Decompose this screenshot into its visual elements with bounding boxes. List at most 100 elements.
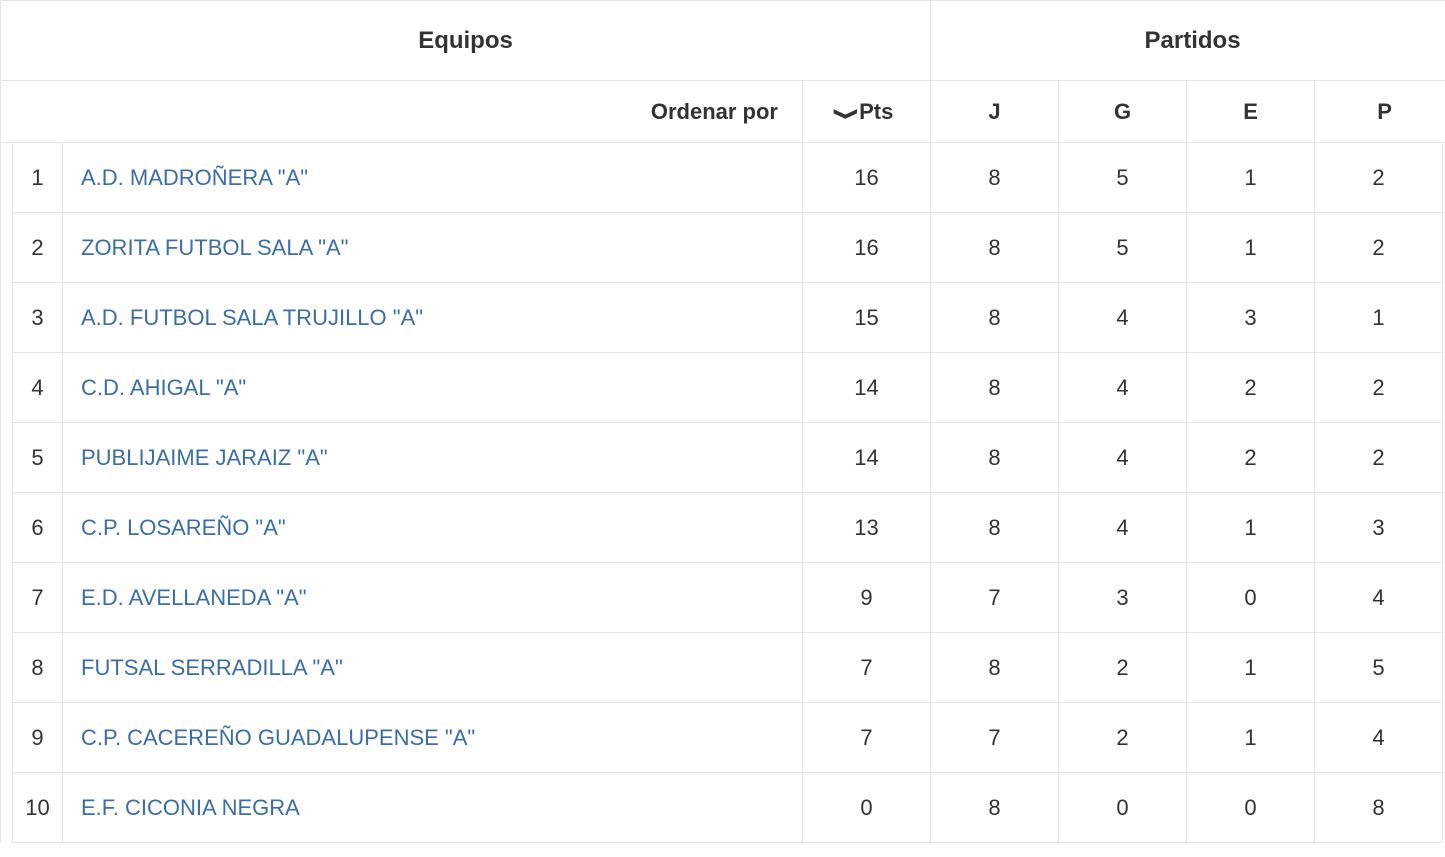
- g-cell: 4: [1059, 283, 1187, 353]
- pts-cell: 15: [803, 283, 931, 353]
- j-cell: 8: [931, 423, 1059, 493]
- edge-cell: [1, 423, 13, 493]
- p-cell: 2: [1315, 143, 1443, 213]
- table-row: 8FUTSAL SERRADILLA "A"78215: [1, 633, 1445, 703]
- team-cell: ZORITA FUTBOL SALA "A": [63, 213, 803, 283]
- g-cell: 0: [1059, 773, 1187, 843]
- e-cell: 1: [1187, 493, 1315, 563]
- table-row: 9C.P. CACEREÑO GUADALUPENSE "A"77214: [1, 703, 1445, 773]
- j-cell: 8: [931, 633, 1059, 703]
- header-g[interactable]: G: [1059, 81, 1187, 143]
- table-row: 5PUBLIJAIME JARAIZ "A"148422: [1, 423, 1445, 493]
- table-row: 1A.D. MADROÑERA "A"168512: [1, 143, 1445, 213]
- table-row: 3A.D. FUTBOL SALA TRUJILLO "A"158431: [1, 283, 1445, 353]
- header-pts-label: Pts: [859, 99, 893, 124]
- table-row: 10E.F. CICONIA NEGRA08008: [1, 773, 1445, 843]
- team-cell: A.D. FUTBOL SALA TRUJILLO "A": [63, 283, 803, 353]
- j-cell: 7: [931, 703, 1059, 773]
- rank-cell: 1: [13, 143, 63, 213]
- j-cell: 7: [931, 563, 1059, 633]
- team-cell: C.D. AHIGAL "A": [63, 353, 803, 423]
- p-cell: 2: [1315, 423, 1443, 493]
- rank-cell: 9: [13, 703, 63, 773]
- team-link[interactable]: E.D. AVELLANEDA "A": [81, 585, 307, 610]
- e-cell: 1: [1187, 213, 1315, 283]
- rank-cell: 2: [13, 213, 63, 283]
- e-cell: 3: [1187, 283, 1315, 353]
- g-cell: 2: [1059, 703, 1187, 773]
- edge-cell: [1, 493, 13, 563]
- e-cell: 1: [1187, 703, 1315, 773]
- j-cell: 8: [931, 493, 1059, 563]
- edge-cell: [1, 143, 13, 213]
- j-cell: 8: [931, 773, 1059, 843]
- header-pts[interactable]: ❯Pts: [803, 81, 931, 143]
- p-cell: 1: [1315, 283, 1443, 353]
- header-e[interactable]: E: [1187, 81, 1315, 143]
- table-row: 4C.D. AHIGAL "A"148422: [1, 353, 1445, 423]
- j-cell: 8: [931, 143, 1059, 213]
- e-cell: 1: [1187, 143, 1315, 213]
- rank-cell: 3: [13, 283, 63, 353]
- header-row-groups: Equipos Partidos: [1, 1, 1445, 81]
- pts-cell: 9: [803, 563, 931, 633]
- g-cell: 4: [1059, 423, 1187, 493]
- header-equipos: Equipos: [1, 1, 931, 81]
- pts-cell: 16: [803, 143, 931, 213]
- team-link[interactable]: FUTSAL SERRADILLA "A": [81, 655, 343, 680]
- edge-cell: [1, 563, 13, 633]
- edge-cell: [1, 633, 13, 703]
- team-link[interactable]: C.P. CACEREÑO GUADALUPENSE "A": [81, 725, 475, 750]
- team-link[interactable]: C.P. LOSAREÑO "A": [81, 515, 286, 540]
- e-cell: 0: [1187, 563, 1315, 633]
- team-link[interactable]: ZORITA FUTBOL SALA "A": [81, 235, 348, 260]
- rank-cell: 10: [13, 773, 63, 843]
- p-cell: 2: [1315, 213, 1443, 283]
- j-cell: 8: [931, 353, 1059, 423]
- team-link[interactable]: A.D. MADROÑERA "A": [81, 165, 308, 190]
- p-cell: 4: [1315, 563, 1443, 633]
- p-cell: 2: [1315, 353, 1443, 423]
- edge-cell: [1, 283, 13, 353]
- table-row: 2ZORITA FUTBOL SALA "A"168512: [1, 213, 1445, 283]
- p-cell: 5: [1315, 633, 1443, 703]
- pts-cell: 14: [803, 423, 931, 493]
- g-cell: 5: [1059, 143, 1187, 213]
- pts-cell: 7: [803, 703, 931, 773]
- header-j[interactable]: J: [931, 81, 1059, 143]
- pts-cell: 13: [803, 493, 931, 563]
- header-p[interactable]: P: [1315, 81, 1445, 143]
- team-cell: C.P. CACEREÑO GUADALUPENSE "A": [63, 703, 803, 773]
- team-cell: E.F. CICONIA NEGRA: [63, 773, 803, 843]
- g-cell: 4: [1059, 493, 1187, 563]
- team-link[interactable]: E.F. CICONIA NEGRA: [81, 795, 300, 820]
- team-cell: PUBLIJAIME JARAIZ "A": [63, 423, 803, 493]
- rank-cell: 8: [13, 633, 63, 703]
- j-cell: 8: [931, 213, 1059, 283]
- header-partidos: Partidos: [931, 1, 1445, 81]
- rank-cell: 4: [13, 353, 63, 423]
- team-cell: C.P. LOSAREÑO "A": [63, 493, 803, 563]
- e-cell: 0: [1187, 773, 1315, 843]
- rank-cell: 5: [13, 423, 63, 493]
- table-row: 7E.D. AVELLANEDA "A"97304: [1, 563, 1445, 633]
- pts-cell: 0: [803, 773, 931, 843]
- header-ordenar-por: Ordenar por: [1, 81, 803, 143]
- p-cell: 4: [1315, 703, 1443, 773]
- pts-cell: 16: [803, 213, 931, 283]
- g-cell: 5: [1059, 213, 1187, 283]
- rank-cell: 6: [13, 493, 63, 563]
- j-cell: 8: [931, 283, 1059, 353]
- team-link[interactable]: C.D. AHIGAL "A": [81, 375, 246, 400]
- e-cell: 2: [1187, 353, 1315, 423]
- header-row-columns: Ordenar por ❯Pts J G E P: [1, 81, 1445, 143]
- team-cell: E.D. AVELLANEDA "A": [63, 563, 803, 633]
- team-link[interactable]: A.D. FUTBOL SALA TRUJILLO "A": [81, 305, 423, 330]
- team-cell: A.D. MADROÑERA "A": [63, 143, 803, 213]
- edge-cell: [1, 213, 13, 283]
- g-cell: 2: [1059, 633, 1187, 703]
- g-cell: 3: [1059, 563, 1187, 633]
- team-link[interactable]: PUBLIJAIME JARAIZ "A": [81, 445, 328, 470]
- e-cell: 1: [1187, 633, 1315, 703]
- rank-cell: 7: [13, 563, 63, 633]
